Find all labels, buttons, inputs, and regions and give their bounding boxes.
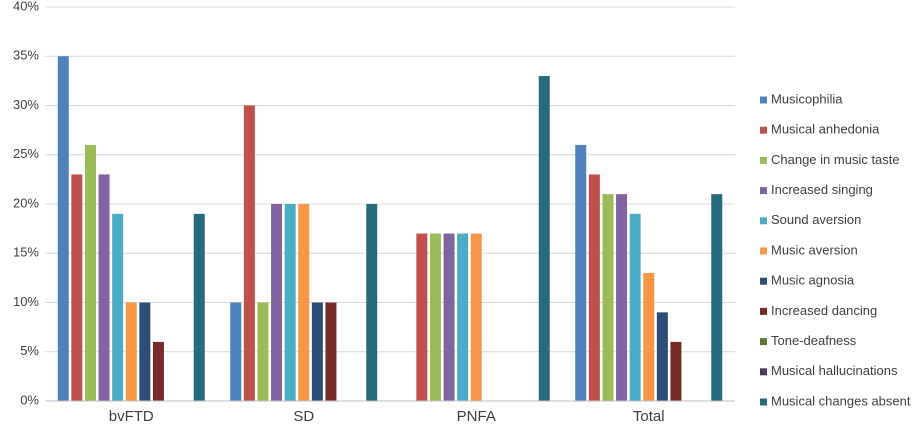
bar xyxy=(616,194,628,401)
y-tick-label: 30% xyxy=(13,97,39,112)
x-tick-label: Total xyxy=(633,408,665,425)
bar xyxy=(457,233,469,401)
legend-swatch xyxy=(760,338,767,346)
legend-label: Tone-deafness xyxy=(771,333,857,348)
bar xyxy=(284,204,296,401)
bar xyxy=(429,233,441,401)
bar xyxy=(311,302,323,401)
y-tick-label: 5% xyxy=(20,343,39,358)
legend-label: Change in music taste xyxy=(771,152,900,167)
bar xyxy=(366,204,378,401)
x-tick-label: SD xyxy=(293,408,314,425)
bar xyxy=(416,233,428,401)
legend-label: Music aversion xyxy=(771,242,858,257)
legend-swatch xyxy=(760,217,767,225)
y-tick-label: 35% xyxy=(13,48,39,63)
bar xyxy=(602,194,614,401)
bar xyxy=(98,174,110,401)
x-tick-label: PNFA xyxy=(457,408,496,425)
bar xyxy=(298,204,310,401)
legend-swatch xyxy=(760,277,767,285)
legend-label: Musical changes absent xyxy=(771,393,911,408)
bar xyxy=(443,233,455,401)
y-tick-label: 0% xyxy=(20,392,39,407)
bar xyxy=(112,213,124,401)
legend-swatch xyxy=(760,96,767,104)
bar xyxy=(711,194,723,401)
legend-swatch xyxy=(760,247,767,255)
legend-swatch xyxy=(760,307,767,315)
legend-swatch xyxy=(760,126,767,134)
bar xyxy=(575,144,587,401)
bar xyxy=(656,312,668,401)
legend-label: Increased dancing xyxy=(771,303,877,318)
legend-label: Musicophilia xyxy=(771,91,843,106)
bar xyxy=(271,204,283,401)
legend-label: Musical hallucinations xyxy=(771,363,898,378)
legend-swatch xyxy=(760,187,767,195)
legend-swatch xyxy=(760,156,767,164)
bar xyxy=(588,174,600,401)
bar xyxy=(71,174,83,401)
bar xyxy=(230,302,242,401)
y-tick-label: 20% xyxy=(13,195,39,210)
y-tick-label: 25% xyxy=(13,146,39,161)
y-tick-label: 10% xyxy=(13,294,39,309)
bar xyxy=(125,302,137,401)
x-tick-label: bvFTD xyxy=(109,408,154,425)
bar xyxy=(193,213,205,401)
legend-label: Increased singing xyxy=(771,182,873,197)
legend-swatch xyxy=(760,398,767,406)
bar xyxy=(470,233,482,401)
y-tick-label: 15% xyxy=(13,245,39,260)
bar xyxy=(243,105,255,401)
y-tick-label: 40% xyxy=(13,0,39,13)
bar xyxy=(152,341,164,401)
bar xyxy=(670,341,682,401)
bar xyxy=(629,213,641,401)
legend-swatch xyxy=(760,368,767,376)
bar xyxy=(57,56,69,401)
bar xyxy=(84,144,96,401)
bar xyxy=(538,75,550,401)
legend-label: Sound aversion xyxy=(771,212,861,227)
legend-label: Musical anhedonia xyxy=(771,122,880,137)
legend-label: Music agnosia xyxy=(771,273,855,288)
bar xyxy=(139,302,151,401)
bar xyxy=(325,302,337,401)
bar xyxy=(643,272,655,401)
bar xyxy=(257,302,269,401)
